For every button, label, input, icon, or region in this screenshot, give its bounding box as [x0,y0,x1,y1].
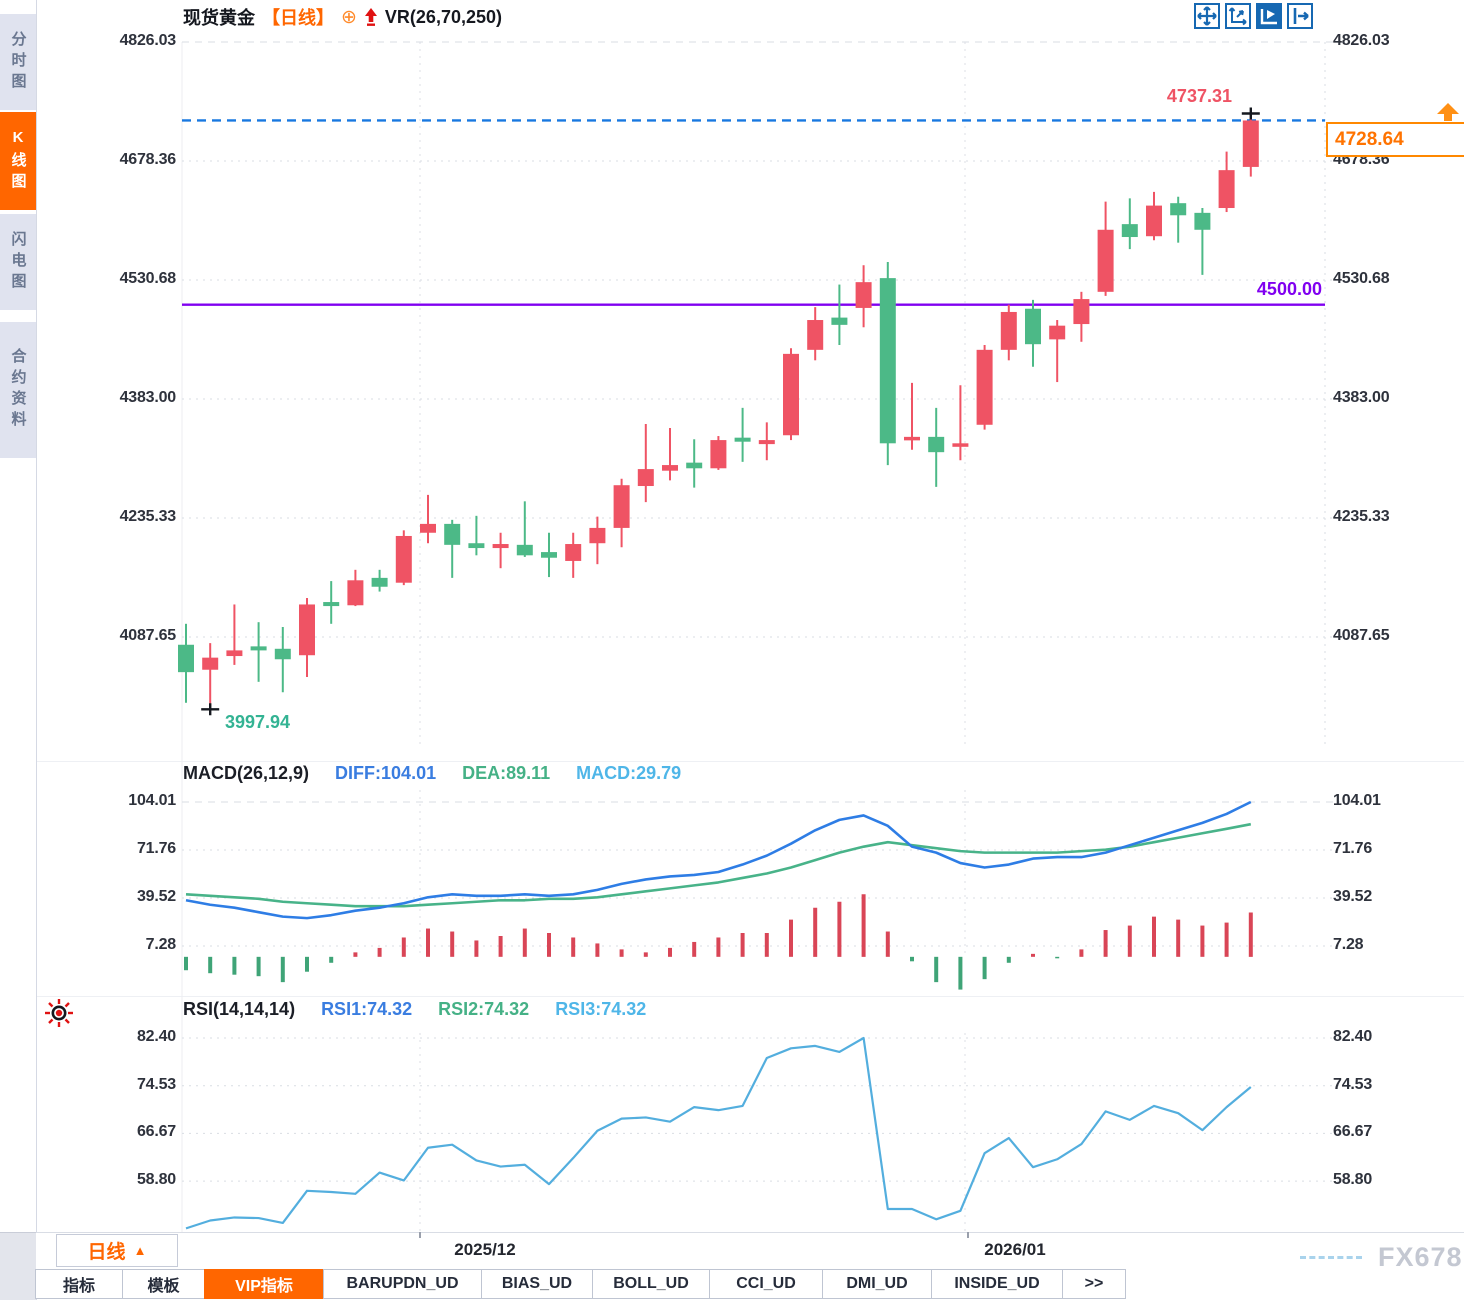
tab-boll_ud[interactable]: BOLL_UD [592,1269,710,1299]
watermark-dashes [1300,1256,1362,1259]
macd-macd-value: MACD:29.79 [576,763,682,783]
vr-indicator-label: VR(26,70,250) [384,6,502,27]
current-price-box: 4728.64 [1326,122,1464,157]
y-axis-label: 74.53 [136,1075,176,1093]
rsi2-value: RSI2:74.32 [438,999,530,1019]
y-axis-label: 66.67 [136,1123,176,1141]
tab->>[interactable]: >> [1062,1269,1126,1299]
macd-dea-value: DEA:89.11 [462,763,551,783]
symbol-title: 现货黄金 [183,8,255,28]
high-price-annotation: 4737.31 [1166,86,1232,106]
tab-[interactable]: 模板 [122,1269,205,1299]
rsi1-value: RSI1:74.32 [321,999,413,1019]
auto-follow-icon[interactable] [1256,3,1282,29]
x-axis-date: 2025/12 [454,1240,516,1259]
sidebar-item-3[interactable]: 合约资料 [0,322,36,458]
period-selector-button[interactable]: 日线 ▲ [56,1234,178,1267]
low-price-annotation: 3997.94 [225,712,291,732]
y-axis-label: 58.80 [136,1171,176,1189]
y-axis-label: 39.52 [136,887,176,905]
y-axis-label: 82.40 [136,1028,176,1045]
y-axis-label: 4235.33 [119,507,177,525]
y-axis-label: 66.67 [1333,1123,1373,1141]
y-axis-label: 71.76 [136,840,176,857]
period-arrow-icon: ▲ [133,1243,147,1258]
add-indicator-icon[interactable]: ⊕ [341,6,357,28]
tab-dmi_ud[interactable]: DMI_UD [822,1269,932,1299]
y-axis-label: 58.80 [1333,1171,1373,1189]
bottom-left-corner [0,1232,36,1300]
y-axis-label: 4383.00 [119,388,177,406]
y-axis-label: 71.76 [1333,840,1373,857]
period-tag[interactable]: 【日线】 [262,8,334,28]
macd-diff-value: DIFF:104.01 [335,763,437,783]
watermark: FX678 [1378,1242,1463,1272]
y-axis-label: 4826.03 [1333,32,1390,49]
chart-toolbar [1194,3,1313,29]
y-axis-label: 74.53 [1333,1075,1373,1093]
macd-header: MACD(26,12,9) DIFF:104.01 DEA:89.11 MACD… [183,763,681,784]
y-axis-label: 4235.33 [1333,507,1390,525]
jump-to-latest-icon[interactable] [1287,3,1313,29]
chart-header: 现货黄金 【日线】 ⊕ VR(26,70,250) [183,4,502,30]
current-price-value: 4728.64 [1335,128,1404,150]
hline-price-label: 4500.00 [1256,279,1322,299]
y-axis-label: 4678.36 [119,150,177,168]
sidebar-item-2[interactable]: 闪电图 [0,214,36,310]
period-label: 日线 [87,1242,126,1263]
y-axis-label: 104.01 [128,792,176,809]
tab-barupdn_ud[interactable]: BARUPDN_UD [323,1269,482,1299]
rsi-name: RSI(14,14,14) [183,999,296,1019]
y-axis-label: 39.52 [1333,887,1373,905]
x-axis-date: 2026/01 [984,1240,1046,1259]
y-axis-label: 7.28 [1333,935,1364,953]
axis-scale-icon[interactable] [1225,3,1251,29]
move-icon[interactable] [1194,3,1220,29]
tab-[interactable]: 指标 [35,1269,123,1299]
y-axis-label: 4530.68 [1333,269,1390,287]
x-axis-tick [419,1232,421,1238]
y-axis-label: 7.28 [145,935,177,953]
y-axis-label: 104.01 [1333,792,1381,809]
y-axis-label: 4826.03 [119,32,177,49]
sidebar: 分时图 K线图闪电图合约资料 [0,0,37,1300]
up-arrow-icon [364,8,377,26]
tab-cci_ud[interactable]: CCI_UD [709,1269,823,1299]
tab-vip[interactable]: VIP指标 [204,1269,324,1299]
rsi3-value: RSI3:74.32 [555,999,647,1019]
y-axis-label: 4383.00 [1333,388,1390,406]
y-axis-label: 4087.65 [1333,626,1390,644]
sidebar-item-1[interactable]: K线图 [0,112,36,210]
y-axis-label: 82.40 [1333,1028,1373,1045]
y-axis-label: 4087.65 [119,626,177,644]
x-axis-strip [0,1232,1464,1269]
sidebar-item-0[interactable]: 分时图 [0,14,36,110]
x-axis-tick [967,1232,969,1238]
tab-inside_ud[interactable]: INSIDE_UD [931,1269,1063,1299]
scroll-to-latest-icon[interactable] [1434,101,1462,123]
bottom-tab-bar: 指标 模板 VIP指标 BARUPDN_UD BIAS_UD BOLL_UD CCI_UD D… [35,1269,1126,1299]
macd-name: MACD(26,12,9) [183,763,310,783]
tab-bias_ud[interactable]: BIAS_UD [481,1269,593,1299]
y-axis-label: 4530.68 [119,269,177,287]
alert-sun-icon[interactable] [42,996,76,1030]
rsi-header: RSI(14,14,14) RSI1:74.32 RSI2:74.32 RSI3… [183,999,646,1020]
